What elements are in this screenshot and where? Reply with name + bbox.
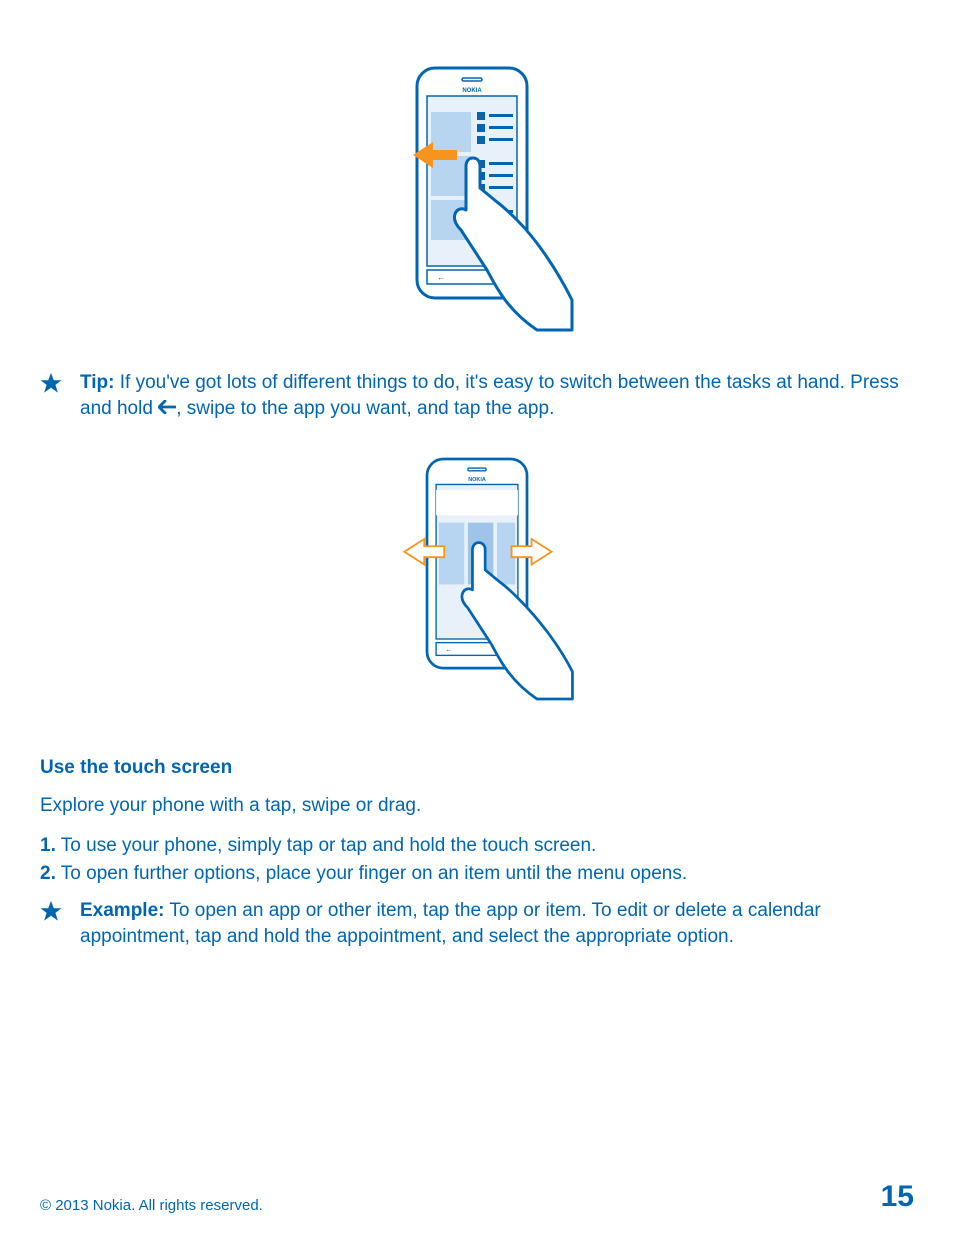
list-item: 2. To open further options, place your f… <box>40 861 914 887</box>
star-icon <box>40 898 80 930</box>
example-label: Example: <box>80 900 164 921</box>
tip-text: Tip: If you've got lots of different thi… <box>80 370 914 421</box>
step-text: To use your phone, simply tap or tap and… <box>56 835 596 856</box>
illustration-swipe-left: NOKIA ← <box>40 60 914 340</box>
phone-swipe-left-svg: NOKIA ← <box>377 60 577 340</box>
star-icon <box>40 370 80 402</box>
tip-label: Tip: <box>80 372 114 393</box>
back-arrow-icon <box>158 396 176 422</box>
illustration-swipe-both: NOKIA ← <box>40 439 914 719</box>
tip-part2: , swipe to the app you want, and tap the… <box>176 398 554 419</box>
brand-label: NOKIA <box>462 88 482 94</box>
svg-text:←: ← <box>445 645 452 654</box>
intro-text: Explore your phone with a tap, swipe or … <box>40 793 914 819</box>
section-heading: Use the touch screen <box>40 757 914 779</box>
step-number: 2. <box>40 863 56 884</box>
brand-label: NOKIA <box>468 477 486 483</box>
copyright-text: © 2013 Nokia. All rights reserved. <box>40 1197 263 1214</box>
page-footer: © 2013 Nokia. All rights reserved. 15 <box>40 1180 914 1214</box>
svg-text:←: ← <box>437 273 445 282</box>
step-number: 1. <box>40 835 56 856</box>
step-text: To open further options, place your fing… <box>56 863 687 884</box>
list-item: 1. To use your phone, simply tap or tap … <box>40 833 914 859</box>
example-callout: Example: To open an app or other item, t… <box>40 898 914 949</box>
tip-callout: Tip: If you've got lots of different thi… <box>40 370 914 421</box>
example-body: To open an app or other item, tap the ap… <box>80 900 821 947</box>
example-text: Example: To open an app or other item, t… <box>80 898 914 949</box>
steps-list: 1. To use your phone, simply tap or tap … <box>40 833 914 886</box>
page-number: 15 <box>881 1180 914 1214</box>
phone-swipe-both-svg: NOKIA ← <box>377 439 577 719</box>
